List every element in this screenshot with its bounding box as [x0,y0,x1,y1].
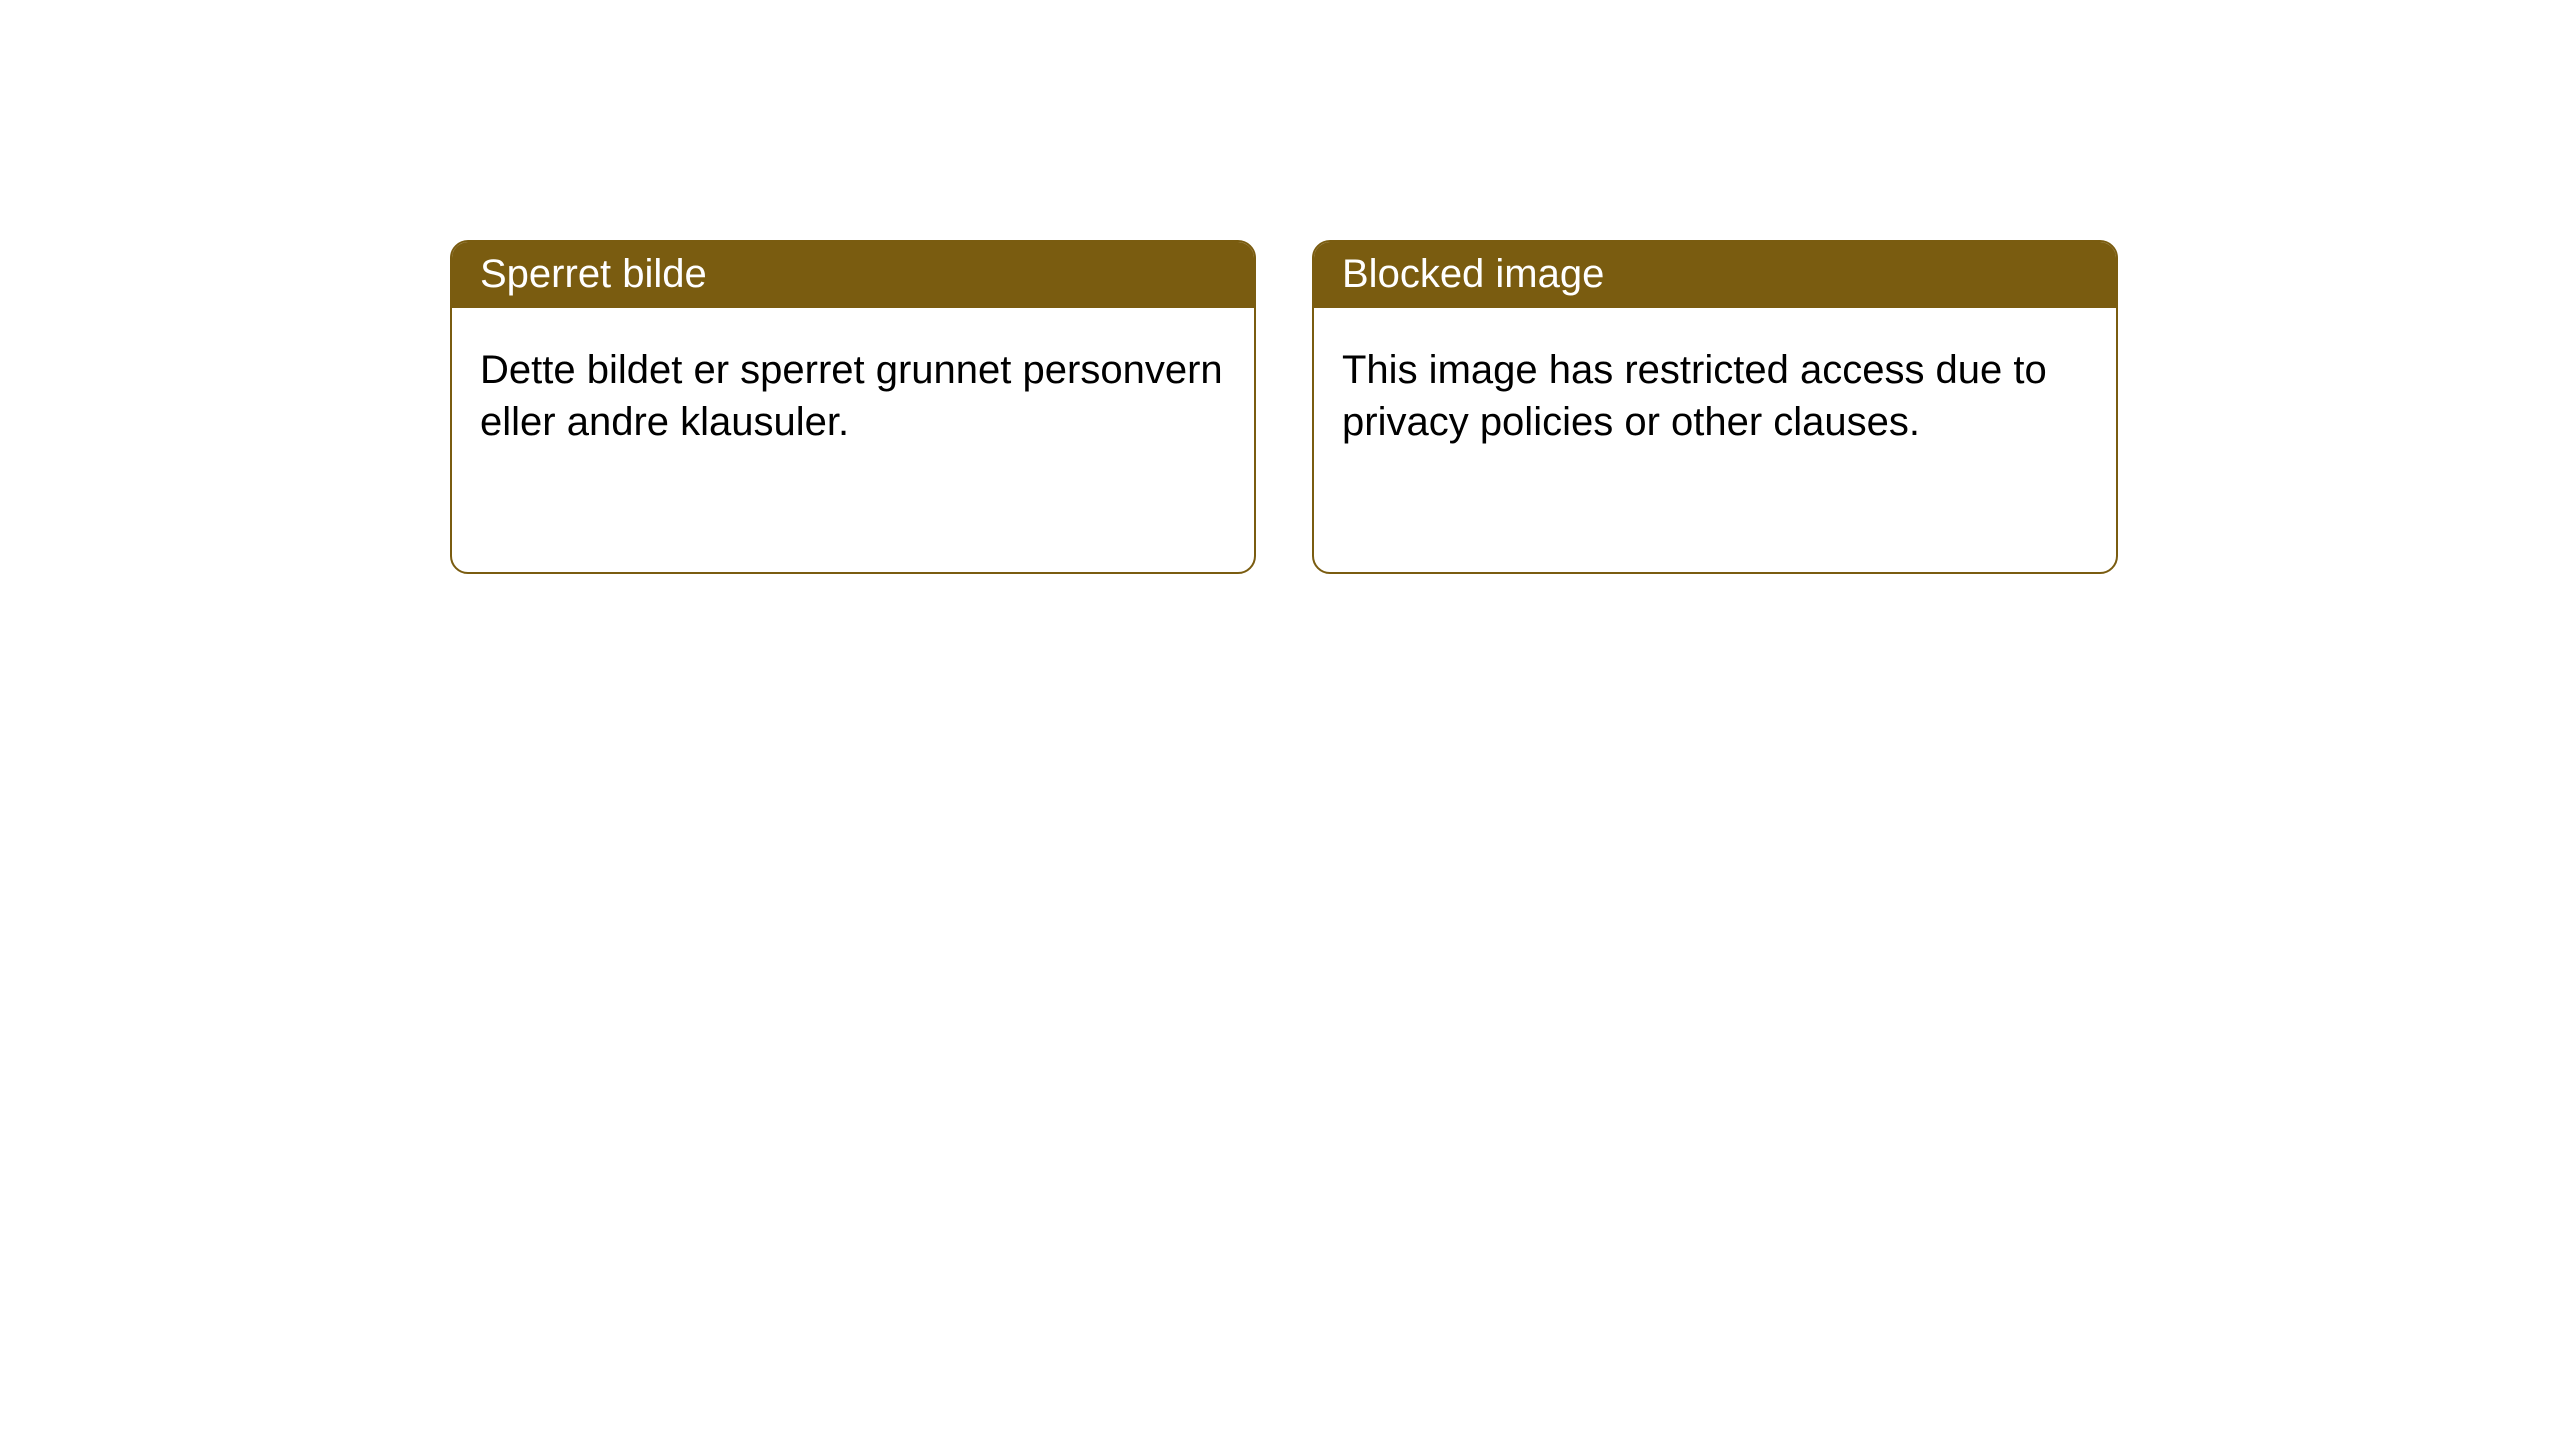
card-body-text: Dette bildet er sperret grunnet personve… [480,348,1223,444]
card-title: Blocked image [1342,252,1604,296]
blocked-image-card-no: Sperret bilde Dette bildet er sperret gr… [450,240,1256,574]
card-header: Blocked image [1314,242,2116,308]
notice-cards-container: Sperret bilde Dette bildet er sperret gr… [0,0,2560,574]
card-body-text: This image has restricted access due to … [1342,348,2047,444]
card-title: Sperret bilde [480,252,707,296]
blocked-image-card-en: Blocked image This image has restricted … [1312,240,2118,574]
card-body: This image has restricted access due to … [1314,308,2116,484]
card-body: Dette bildet er sperret grunnet personve… [452,308,1254,484]
card-header: Sperret bilde [452,242,1254,308]
